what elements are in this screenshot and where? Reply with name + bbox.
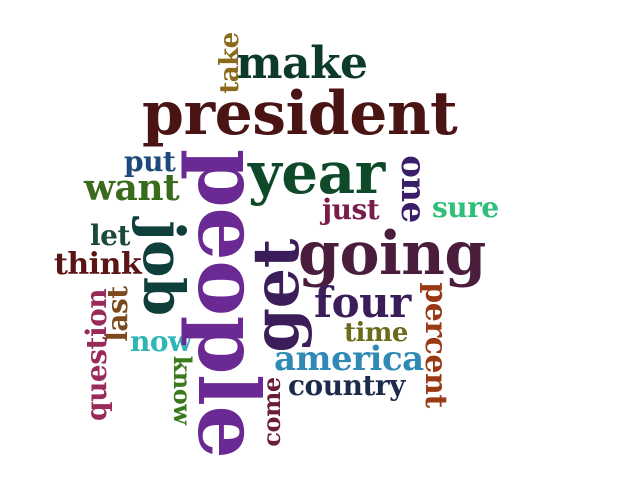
word-job: job [130, 220, 196, 316]
word-put: put [124, 145, 176, 178]
word-percent: percent [418, 282, 453, 408]
word-one: one [393, 155, 433, 223]
word-want: want [84, 167, 180, 209]
word-get: get [239, 239, 314, 353]
word-year: year [248, 139, 385, 207]
word-going: going [298, 219, 486, 289]
word-now: now [130, 325, 192, 358]
word-just: just [322, 193, 380, 226]
word-think: think [54, 247, 142, 282]
word-take: take [215, 32, 245, 94]
word-sure: sure [432, 191, 499, 224]
word-four: four [314, 278, 411, 327]
word-country: country [288, 369, 405, 402]
word-come: come [257, 377, 286, 447]
word-let: let [90, 219, 130, 252]
word-know: know [168, 355, 197, 425]
word-president: president [142, 79, 458, 149]
word-question: question [80, 288, 113, 421]
word-america: america [274, 339, 424, 379]
word-make: make [236, 38, 368, 89]
word-time: time [344, 318, 408, 348]
